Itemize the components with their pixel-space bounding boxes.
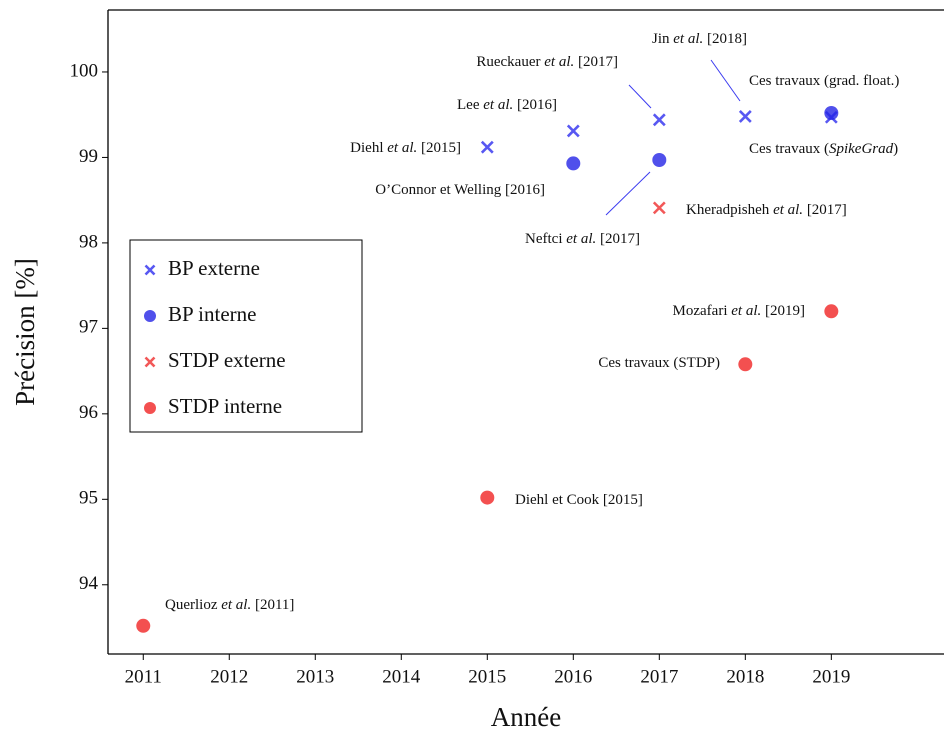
x-tick-label: 2017 [640, 666, 678, 687]
legend-label: BP interne [168, 302, 256, 326]
annotation-part: et al. [673, 31, 703, 47]
y-tick-label: 97 [79, 317, 98, 338]
annotation-part: et al. [387, 140, 417, 156]
annotation-part: et al. [773, 202, 803, 218]
annotation: O’Connor et Welling [2016] [375, 182, 545, 198]
dot-marker [136, 618, 151, 633]
x-tick-label: 2014 [382, 666, 421, 687]
y-tick-label: 100 [70, 60, 99, 81]
dot-marker [824, 304, 839, 319]
x-tick-label: 2011 [125, 666, 162, 687]
annotation-part: Querlioz [165, 597, 221, 613]
dot-marker [480, 490, 495, 505]
annotation-part: Diehl et Cook [2015] [515, 492, 643, 508]
cross-marker [480, 140, 494, 154]
x-axis-label: Année [491, 702, 561, 732]
annotation-part: Ces travaux ( [749, 141, 829, 157]
legend-label: BP externe [168, 256, 260, 280]
annotation-part: et al. [566, 231, 596, 247]
dot-marker [144, 402, 156, 414]
cross-marker [652, 113, 666, 127]
annotation-part: [2019] [761, 303, 805, 319]
annotation-part: Ces travaux (STDP) [598, 355, 720, 371]
annotation-part: [2015] [417, 140, 461, 156]
cross-marker [652, 201, 666, 215]
annotation-part: [2017] [803, 202, 847, 218]
dot-marker [824, 105, 839, 120]
connector [628, 84, 652, 109]
dot-marker [144, 310, 156, 322]
annotation-part: [2018] [703, 31, 747, 47]
x-tick-label: 2016 [554, 666, 592, 687]
annotation-part: [2011] [251, 597, 294, 613]
y-axis-label: Précision [%] [10, 258, 40, 406]
x-tick-label: 2013 [296, 666, 334, 687]
annotation-part: et al. [221, 597, 251, 613]
annotation-part: et al. [483, 97, 513, 113]
annotation-part: SpikeGrad [829, 141, 894, 157]
y-tick-label: 98 [79, 231, 98, 252]
annotation-part: [2016] [513, 97, 557, 113]
annotation: Ces travaux (SpikeGrad) [749, 141, 898, 157]
legend-label: STDP externe [168, 348, 286, 372]
annotation-part: Mozafari [673, 303, 732, 319]
annotation: Diehl et Cook [2015] [515, 492, 643, 508]
annotation: Neftci et al. [2017] [525, 231, 640, 247]
annotation-part: Rueckauer [476, 54, 544, 70]
y-tick-label: 96 [79, 402, 98, 423]
legend-box [129, 239, 363, 433]
annotation-part: Ces travaux (grad. float.) [749, 73, 899, 89]
annotation: Querlioz et al. [2011] [165, 597, 294, 613]
annotation-part: Diehl [350, 140, 387, 156]
annotation-part: et al. [731, 303, 761, 319]
annotation: Rueckauer et al. [2017] [476, 54, 618, 70]
annotation: Mozafari et al. [2019] [673, 303, 805, 319]
annotation-part: [2017] [596, 231, 640, 247]
dot-marker [738, 357, 753, 372]
connector [605, 171, 651, 216]
annotation: Diehl et al. [2015] [350, 140, 461, 156]
annotation: Jin et al. [2018] [652, 31, 747, 47]
x-tick-label: 2019 [812, 666, 850, 687]
annotation-part: Jin [652, 31, 673, 47]
annotation: Ces travaux (STDP) [598, 355, 720, 371]
annotation-part: O’Connor et Welling [2016] [375, 182, 545, 198]
annotation-part: ) [893, 141, 898, 157]
annotation-part: Neftci [525, 231, 566, 247]
annotation: Lee et al. [2016] [457, 97, 557, 113]
y-tick-label: 99 [79, 146, 98, 167]
annotation-part: [2017] [574, 54, 618, 70]
annotation: Ces travaux (grad. float.) [749, 73, 899, 89]
annotation-part: Lee [457, 97, 483, 113]
legend-label: STDP interne [168, 394, 282, 418]
annotation: Kheradpisheh et al. [2017] [686, 202, 847, 218]
cross-marker [566, 124, 580, 138]
cross-marker [738, 109, 752, 123]
x-tick-label: 2012 [210, 666, 248, 687]
x-tick-label: 2015 [468, 666, 506, 687]
cross-marker [144, 264, 156, 276]
x-tick-label: 2018 [726, 666, 764, 687]
connector [710, 59, 741, 102]
y-tick-label: 94 [79, 573, 99, 594]
annotation-part: Kheradpisheh [686, 202, 773, 218]
y-tick-label: 95 [79, 488, 98, 509]
dot-marker [566, 156, 581, 171]
dot-marker [652, 152, 667, 167]
cross-marker [144, 356, 156, 368]
annotation-part: et al. [544, 54, 574, 70]
